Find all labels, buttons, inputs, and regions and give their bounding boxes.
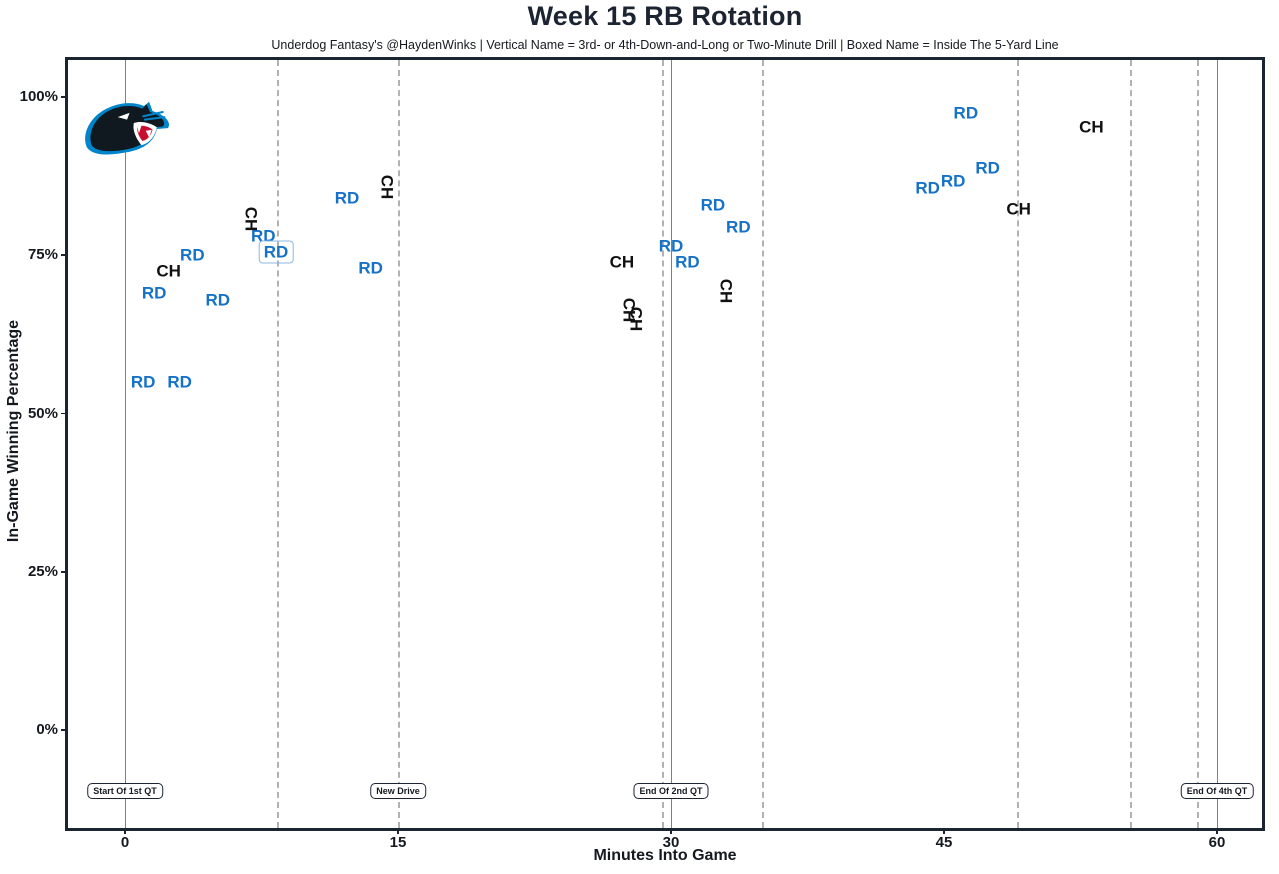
event-label: End Of 2nd QT xyxy=(633,783,709,799)
chart-title: Week 15 RB Rotation xyxy=(527,1,803,31)
event-line-solid xyxy=(1217,60,1218,828)
data-point-rd: RD xyxy=(915,178,940,198)
data-point-rd: RD xyxy=(251,226,276,246)
event-line-dashed xyxy=(276,60,279,828)
y-tick-label: 50% xyxy=(27,404,58,422)
event-line-dashed xyxy=(398,60,400,828)
data-point-rd: RD xyxy=(141,283,167,303)
data-point-rd: RD xyxy=(167,372,192,392)
data-point-rd: RD xyxy=(130,372,156,392)
x-tick-mark xyxy=(670,828,672,834)
event-line-solid xyxy=(125,60,126,828)
y-tick-mark xyxy=(61,254,68,257)
x-tick-mark xyxy=(397,828,399,834)
y-tick-label: 0% xyxy=(36,721,58,738)
data-point-rd: RD xyxy=(205,290,231,310)
plot-area xyxy=(65,57,1265,831)
x-tick-label: 0 xyxy=(120,834,130,851)
x-tick-label: 30 xyxy=(662,834,680,851)
data-point-ch: CH xyxy=(156,261,181,281)
data-point-ch: CH xyxy=(609,252,635,272)
data-point-rd: RD xyxy=(180,245,205,265)
carolina-panthers-logo xyxy=(85,101,170,155)
y-tick-mark xyxy=(61,96,68,98)
event-line-dashed xyxy=(661,60,664,828)
data-point-ch: CH xyxy=(241,206,261,232)
x-axis-title: Minutes Into Game xyxy=(593,847,737,864)
y-tick-label: 100% xyxy=(19,88,58,105)
data-point-rd: RD xyxy=(726,217,751,237)
data-point-rd: RD xyxy=(675,252,700,272)
event-label: Start Of 1st QT xyxy=(87,783,163,799)
event-label: End Of 4th QT xyxy=(1180,783,1254,799)
event-line-dashed xyxy=(1196,60,1199,828)
data-point-rd: RD xyxy=(700,195,726,215)
data-point-rd: RD xyxy=(975,158,1000,178)
y-axis-title: In-Game Winning Percentage xyxy=(5,319,22,543)
event-line-dashed xyxy=(762,60,764,828)
chart-subtitle: Underdog Fantasy's @HaydenWinks | Vertic… xyxy=(271,38,1059,52)
data-point-rd: RD xyxy=(258,240,294,264)
data-point-ch: CH xyxy=(716,279,736,304)
data-point-ch: CH xyxy=(1006,199,1031,219)
x-tick-mark xyxy=(1216,828,1218,834)
event-line-dashed xyxy=(1016,60,1019,828)
event-line-solid xyxy=(671,60,672,828)
y-tick-mark xyxy=(61,729,68,731)
x-tick-mark xyxy=(124,828,126,834)
x-tick-label: 15 xyxy=(389,834,407,851)
data-point-rd: RD xyxy=(358,258,383,278)
y-tick-mark xyxy=(61,412,68,415)
data-point-ch: CH xyxy=(377,174,397,200)
x-tick-label: 45 xyxy=(935,834,953,851)
data-point-ch: CH xyxy=(1079,117,1104,137)
y-tick-label: 75% xyxy=(27,246,58,264)
event-label: New Drive xyxy=(370,783,426,799)
x-tick-mark xyxy=(943,828,945,834)
y-tick-mark xyxy=(61,570,68,573)
data-point-ch: CH xyxy=(626,306,646,331)
data-point-rd: RD xyxy=(334,188,360,208)
event-line-dashed xyxy=(1129,60,1132,828)
y-tick-label: 25% xyxy=(27,562,58,580)
data-point-rd: RD xyxy=(940,171,966,191)
data-point-rd: RD xyxy=(658,236,684,256)
x-tick-label: 60 xyxy=(1208,834,1226,851)
data-point-rd: RD xyxy=(953,103,979,123)
